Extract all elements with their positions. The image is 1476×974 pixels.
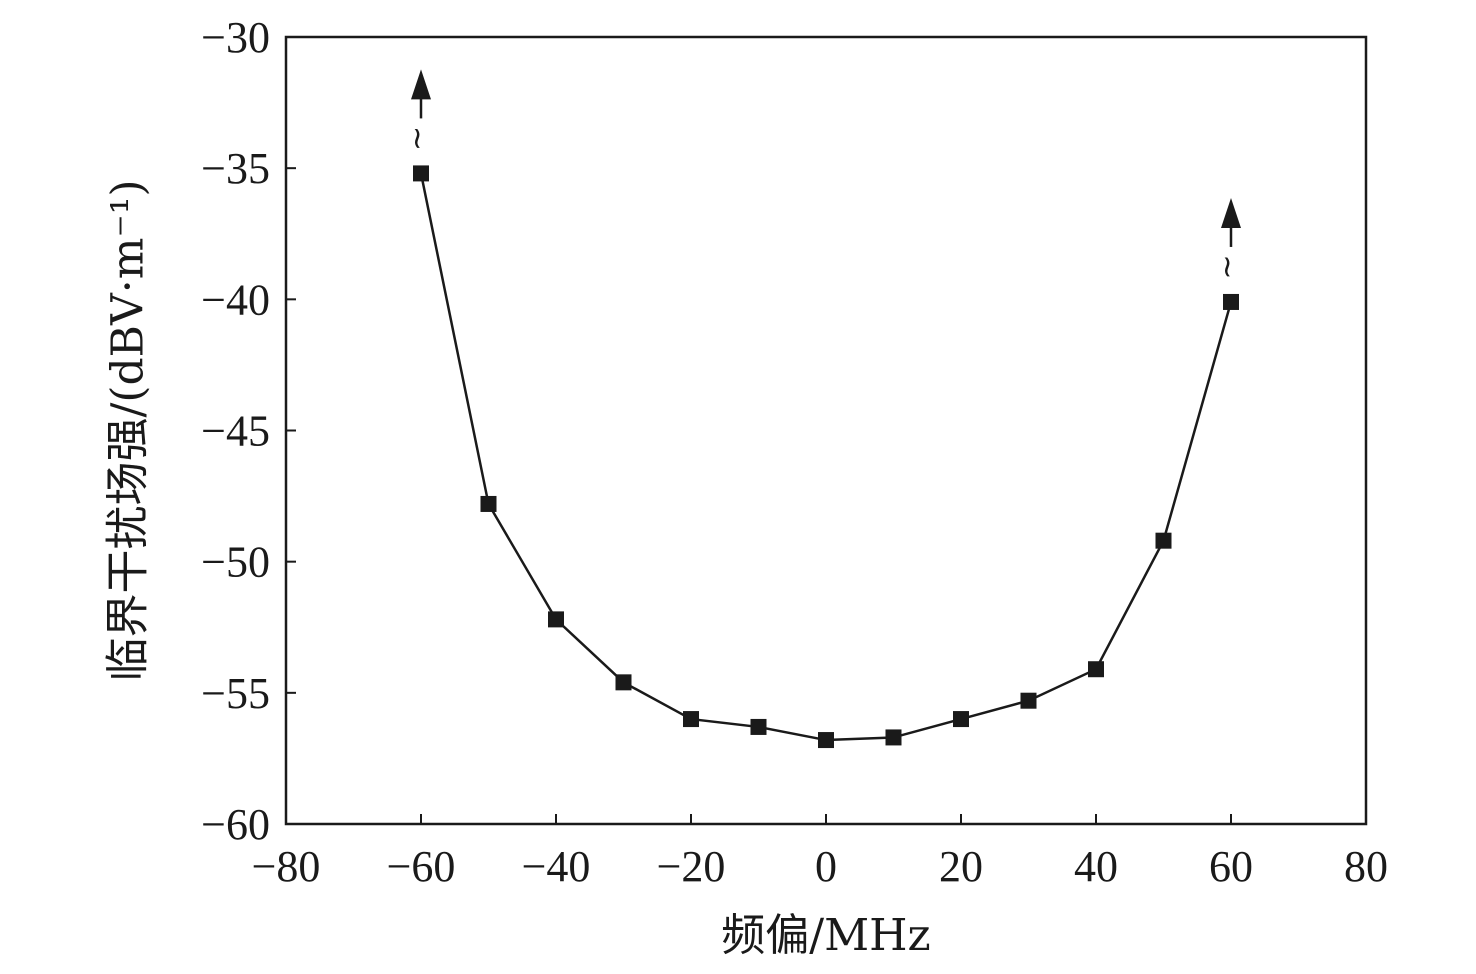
data-point (1223, 293, 1239, 310)
x-tick-label: −60 (387, 842, 456, 891)
data-point (818, 732, 834, 749)
break-symbol: ~ (400, 126, 435, 151)
x-tick-label: 60 (1209, 842, 1253, 891)
break-symbol: ~ (1210, 254, 1245, 279)
y-tick-label: −30 (201, 13, 270, 62)
plot-frame (284, 35, 1368, 826)
y-tick-label: −40 (201, 275, 270, 324)
data-point (548, 611, 564, 628)
data-point (885, 729, 902, 746)
arrow-up-icon (1221, 197, 1241, 228)
x-tick-label: −20 (657, 842, 726, 891)
data-point (480, 495, 497, 512)
x-axis-title: 频偏/MHz (721, 910, 930, 961)
series-line (419, 173, 1233, 742)
data-point (750, 718, 767, 735)
y-tick-label: −60 (201, 800, 270, 849)
x-tick-label: 80 (1344, 842, 1388, 891)
y-tick-label: −50 (201, 538, 270, 587)
plot-area (413, 165, 1239, 749)
axis-ticks: −80 −60 −40 −20 0 20 40 60 80−30−35−40−45−50−55−… (201, 13, 1388, 891)
data-point (1155, 532, 1172, 549)
x-tick-label: 0 (815, 842, 837, 891)
data-point (413, 165, 429, 182)
data-point (953, 711, 969, 728)
annotations: ~~ (400, 69, 1245, 280)
x-tick-label: 40 (1074, 842, 1118, 891)
data-point (615, 674, 632, 691)
y-tick-label: −35 (201, 144, 270, 193)
data-point (1020, 692, 1037, 709)
x-tick-label: 20 (939, 842, 983, 891)
data-point (1088, 661, 1104, 678)
data-point (683, 711, 699, 728)
break-arrow-annotation: ~ (400, 69, 435, 151)
arrow-up-icon (411, 69, 431, 100)
x-tick-label: −40 (522, 842, 591, 891)
y-tick-label: −55 (201, 669, 270, 718)
x-tick-label: −80 (252, 842, 321, 891)
y-axis-title: 临界干扰场强/(dBV·m⁻¹) (103, 179, 154, 681)
break-arrow-annotation: ~ (1210, 197, 1245, 280)
y-tick-label: −45 (201, 407, 270, 456)
